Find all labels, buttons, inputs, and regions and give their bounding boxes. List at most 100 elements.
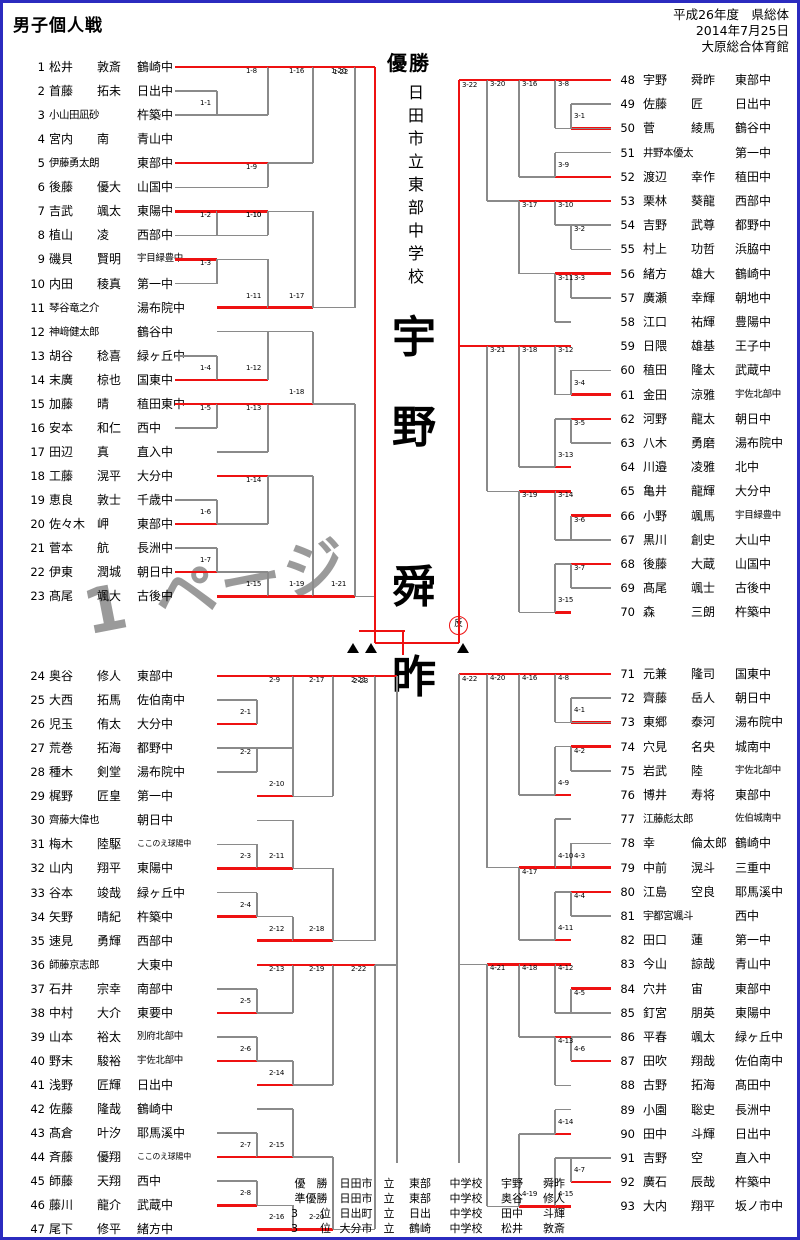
- result-rank: 3 位: [291, 1207, 331, 1220]
- match-label: 3-20: [490, 80, 506, 88]
- entry-family-name: 神﨑健太郎: [49, 325, 100, 338]
- entry-given-name: 真: [97, 444, 110, 459]
- bracket-line: [554, 746, 556, 795]
- match-label: 4-20: [490, 674, 506, 682]
- bracket-line: [268, 595, 313, 598]
- entry-school: 日出中: [735, 97, 772, 112]
- entry-number: 51: [620, 145, 635, 160]
- bracket-line: [175, 282, 217, 285]
- bracket-line: [555, 272, 571, 275]
- bracket-line: [554, 80, 556, 129]
- entry-school: 東要中: [137, 1005, 174, 1020]
- bracket-line: [519, 866, 555, 869]
- bracket-line: [292, 1060, 294, 1085]
- bracket-line: [570, 515, 572, 540]
- match-label: 4-7: [574, 1166, 585, 1175]
- bracket-line: [217, 1156, 257, 1159]
- entry-family-name: 工藤: [49, 469, 74, 484]
- entry-number: 14: [30, 372, 45, 387]
- bracket-line: [333, 939, 375, 942]
- bracket-line: [555, 466, 571, 469]
- entry-family-name: 小山田凪砂: [49, 109, 100, 122]
- entry-given-name: 颯太: [97, 204, 122, 219]
- bracket-line: [359, 629, 405, 633]
- match-label: 3-14: [558, 491, 574, 500]
- entry-given-name: 寿将: [691, 788, 716, 802]
- match-label: 3-4: [574, 378, 585, 387]
- entry-school: 大東中: [137, 957, 174, 972]
- bracket-line: [486, 80, 488, 201]
- bracket-line: [293, 939, 333, 942]
- bracket-line: [256, 748, 258, 773]
- entry-family-name: 穴井: [643, 981, 668, 996]
- entry-given-name: 敦士: [97, 493, 122, 508]
- bracket-line: [519, 939, 555, 941]
- entry-number: 58: [620, 315, 635, 329]
- bracket-line: [571, 1060, 611, 1063]
- bracket-line: [458, 674, 460, 1163]
- entry-number: 35: [30, 933, 45, 948]
- entry-family-name: 恵良: [49, 493, 74, 508]
- entry-family-name: 梅木: [49, 837, 74, 852]
- match-label: 4-6: [574, 1045, 585, 1054]
- result-row: 3 位日出町立 日出 中学校 田中 斗輝: [289, 1206, 575, 1221]
- bracket-line: [571, 890, 611, 893]
- result-ritsu: 立: [383, 1222, 395, 1235]
- entry-number: 69: [620, 581, 635, 596]
- bracket-line: [571, 514, 611, 517]
- match-label: 2-18: [309, 924, 325, 933]
- bracket-line: [175, 162, 268, 165]
- bracket-line: [217, 402, 268, 406]
- bracket-line: [217, 674, 293, 678]
- champion-label: 優勝: [387, 51, 431, 75]
- bracket-line: [332, 676, 334, 797]
- entry-number: 48: [620, 73, 635, 87]
- results-summary: 優 勝日田市立東部 中学校 宇野 舜昨 準優勝 日田市立東部 中学校 奥谷 修人 3 位日出町立日…: [289, 1176, 575, 1236]
- champion-name: 宇野舜昨: [392, 312, 436, 703]
- bracket-line: [518, 346, 520, 468]
- entry-family-name: 緒方: [643, 266, 668, 281]
- entry-given-name: 匠: [691, 97, 704, 112]
- bracket-line: [518, 964, 520, 1037]
- entry-family-name: 山内: [49, 861, 74, 876]
- entry-number: 74: [620, 739, 635, 754]
- entry-school: 西中: [735, 909, 760, 923]
- entry-number: 47: [30, 1222, 45, 1237]
- result-school-kind: 中学校: [449, 1207, 483, 1220]
- bracket-line: [292, 1109, 294, 1158]
- entry-given-name: 潤城: [97, 565, 122, 580]
- match-label: 4-19: [522, 1190, 538, 1199]
- bracket-line: [554, 201, 556, 226]
- bracket-line: [175, 499, 217, 501]
- bracket-line: [570, 564, 572, 589]
- match-label: 4-22: [462, 675, 478, 683]
- bracket-line: [571, 539, 611, 541]
- entry-family-name: 江藤彪太郎: [643, 813, 694, 826]
- entry-number: 91: [620, 1151, 635, 1165]
- result-ritsu: 立: [383, 1207, 395, 1220]
- entry-family-name: 植山: [49, 228, 74, 243]
- entry-given-name: 叶汐: [97, 1126, 122, 1141]
- match-label: 2-21: [351, 676, 367, 684]
- match-label: 3-22: [462, 81, 478, 89]
- bracket-line: [257, 915, 293, 918]
- entry-given-name: 大蔵: [691, 557, 716, 571]
- entry-number: 77: [620, 812, 635, 827]
- bracket-line: [571, 745, 611, 748]
- match-label: 2-9: [269, 676, 280, 684]
- entry-family-name: 伊藤勇太朗: [49, 157, 100, 170]
- match-label: 1-18: [289, 387, 305, 396]
- bracket-line: [257, 963, 293, 966]
- entry-family-name: 菅本: [49, 541, 74, 556]
- entry-school: 直入中: [137, 444, 174, 459]
- entry-school: 南部中: [137, 981, 174, 996]
- bracket-line: [487, 490, 519, 493]
- entry-number: 52: [620, 169, 635, 184]
- match-label: 3-3: [574, 273, 585, 282]
- bracket-line: [257, 867, 293, 870]
- entry-number: 8: [37, 228, 45, 243]
- entry-school: 西部中: [137, 228, 174, 243]
- match-label: 3-11: [558, 273, 574, 282]
- bracket-line: [175, 234, 217, 237]
- entry-given-name: 拓馬: [97, 693, 122, 708]
